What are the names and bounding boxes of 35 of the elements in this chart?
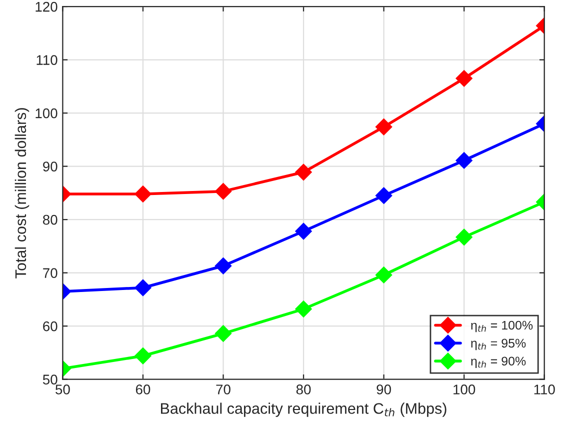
- point: [295, 300, 312, 318]
- point: [134, 348, 152, 364]
- point: [134, 186, 152, 202]
- y-tick-label: 90: [43, 162, 58, 172]
- x-tick-label: 90: [376, 384, 391, 394]
- x-tick-label: 100: [454, 384, 476, 394]
- point: [456, 70, 472, 87]
- point: [214, 258, 232, 274]
- y-tick-label: 50: [42, 374, 58, 384]
- y-tick-label: 70: [43, 268, 58, 278]
- x-axis-title: Backhaul capacity requirement C$_{th}$ (Mbps): [161, 402, 446, 417]
- point: [375, 266, 392, 284]
- y-tick-label: 120: [36, 2, 58, 12]
- legend-label: η$_{th}$ = 95%: [471, 338, 526, 350]
- x-tick-label: 70: [216, 384, 230, 394]
- y-axis-title: Total cost (million dollars): [14, 108, 30, 278]
- point: [456, 228, 472, 246]
- y-tick-label: 80: [42, 214, 58, 225]
- x-tick-label: 110: [534, 384, 555, 394]
- y-tick-label: 60: [43, 321, 58, 332]
- y-tick-label: 100: [36, 108, 58, 118]
- x-tick-label: 60: [136, 384, 150, 394]
- point: [295, 164, 312, 181]
- point: [375, 187, 392, 204]
- legend-label: η$_{th}$ = 90%: [471, 356, 526, 368]
- legend-label: η$_{th}$ = 100%: [471, 320, 533, 332]
- point: [214, 182, 232, 200]
- point: [456, 152, 472, 169]
- x-tick-label: 50: [56, 384, 70, 394]
- y-tick-label: 110: [36, 55, 58, 65]
- x-tick-label: 80: [296, 384, 311, 394]
- point: [214, 325, 232, 342]
- point: [295, 222, 312, 240]
- point: [134, 279, 152, 296]
- point: [375, 118, 392, 136]
